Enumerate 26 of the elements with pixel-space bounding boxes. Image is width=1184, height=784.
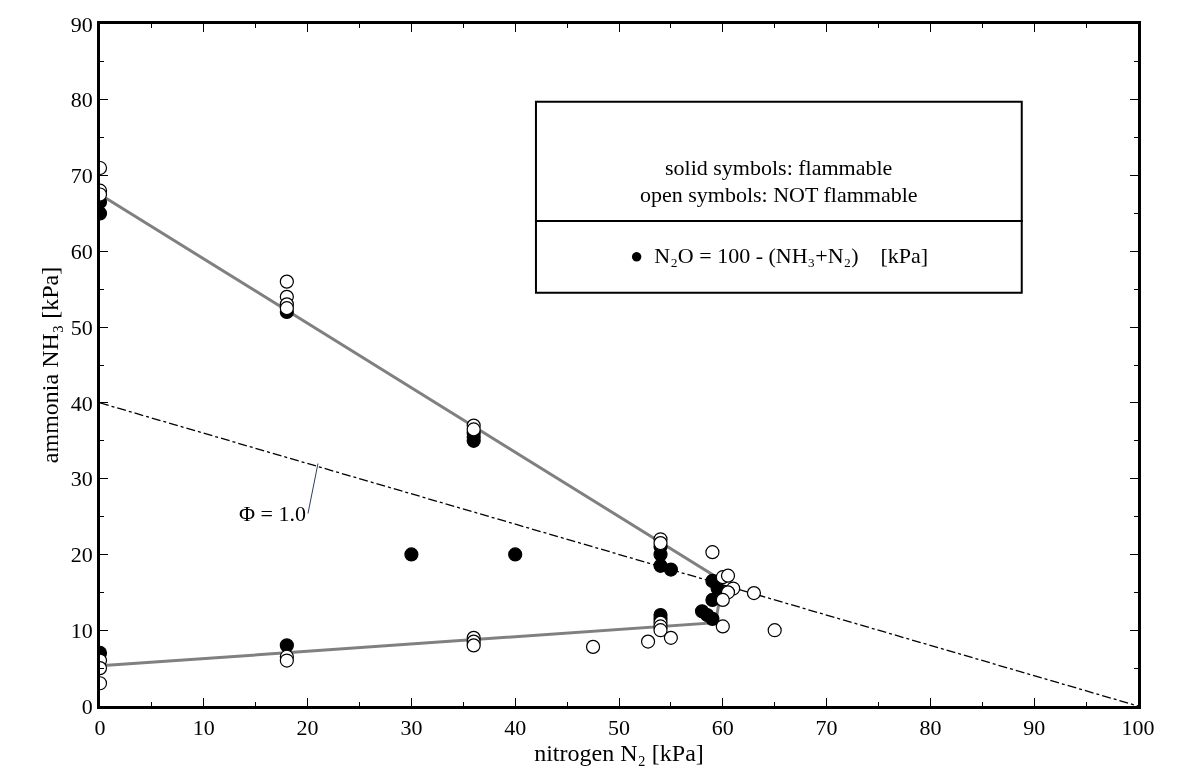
y-tick-label: 20 [70,542,93,568]
x-tick-label: 10 [192,715,215,741]
annotation: solid symbols: flammable [665,155,893,180]
x-tick-label: 30 [400,715,423,741]
x-tick-label: 50 [608,715,630,741]
y-tick-label: 40 [70,390,93,416]
x-tick-label: 70 [815,715,838,741]
x-tick-label: 20 [296,715,319,741]
x-tick-label: 60 [711,715,734,741]
y-axis-title: ammonia NH₃ [kPa] [36,266,63,464]
annotation: Φ = 1.0 [239,501,306,526]
annotation: open symbols: NOT flammable [640,182,918,207]
y-tick-label: 70 [70,163,93,189]
y-tick-label: 90 [70,11,93,37]
y-tick-label: 50 [70,314,93,340]
x-tick-label: 90 [1023,715,1046,741]
x-tick-label: 80 [919,715,942,741]
y-tick-label: 0 [81,693,93,719]
y-tick-label: 80 [70,87,93,113]
x-tick-label: 100 [1121,715,1155,741]
x-tick-label: 40 [504,715,527,741]
y-tick-label: 10 [70,617,93,643]
y-tick-label: 30 [70,466,93,492]
annotation: ● N₂O = 100 - (NH₃+N₂) [kPa] [630,243,929,268]
x-axis-title: nitrogen N₂ [kPa] [534,740,704,767]
y-tick-label: 60 [70,239,93,265]
